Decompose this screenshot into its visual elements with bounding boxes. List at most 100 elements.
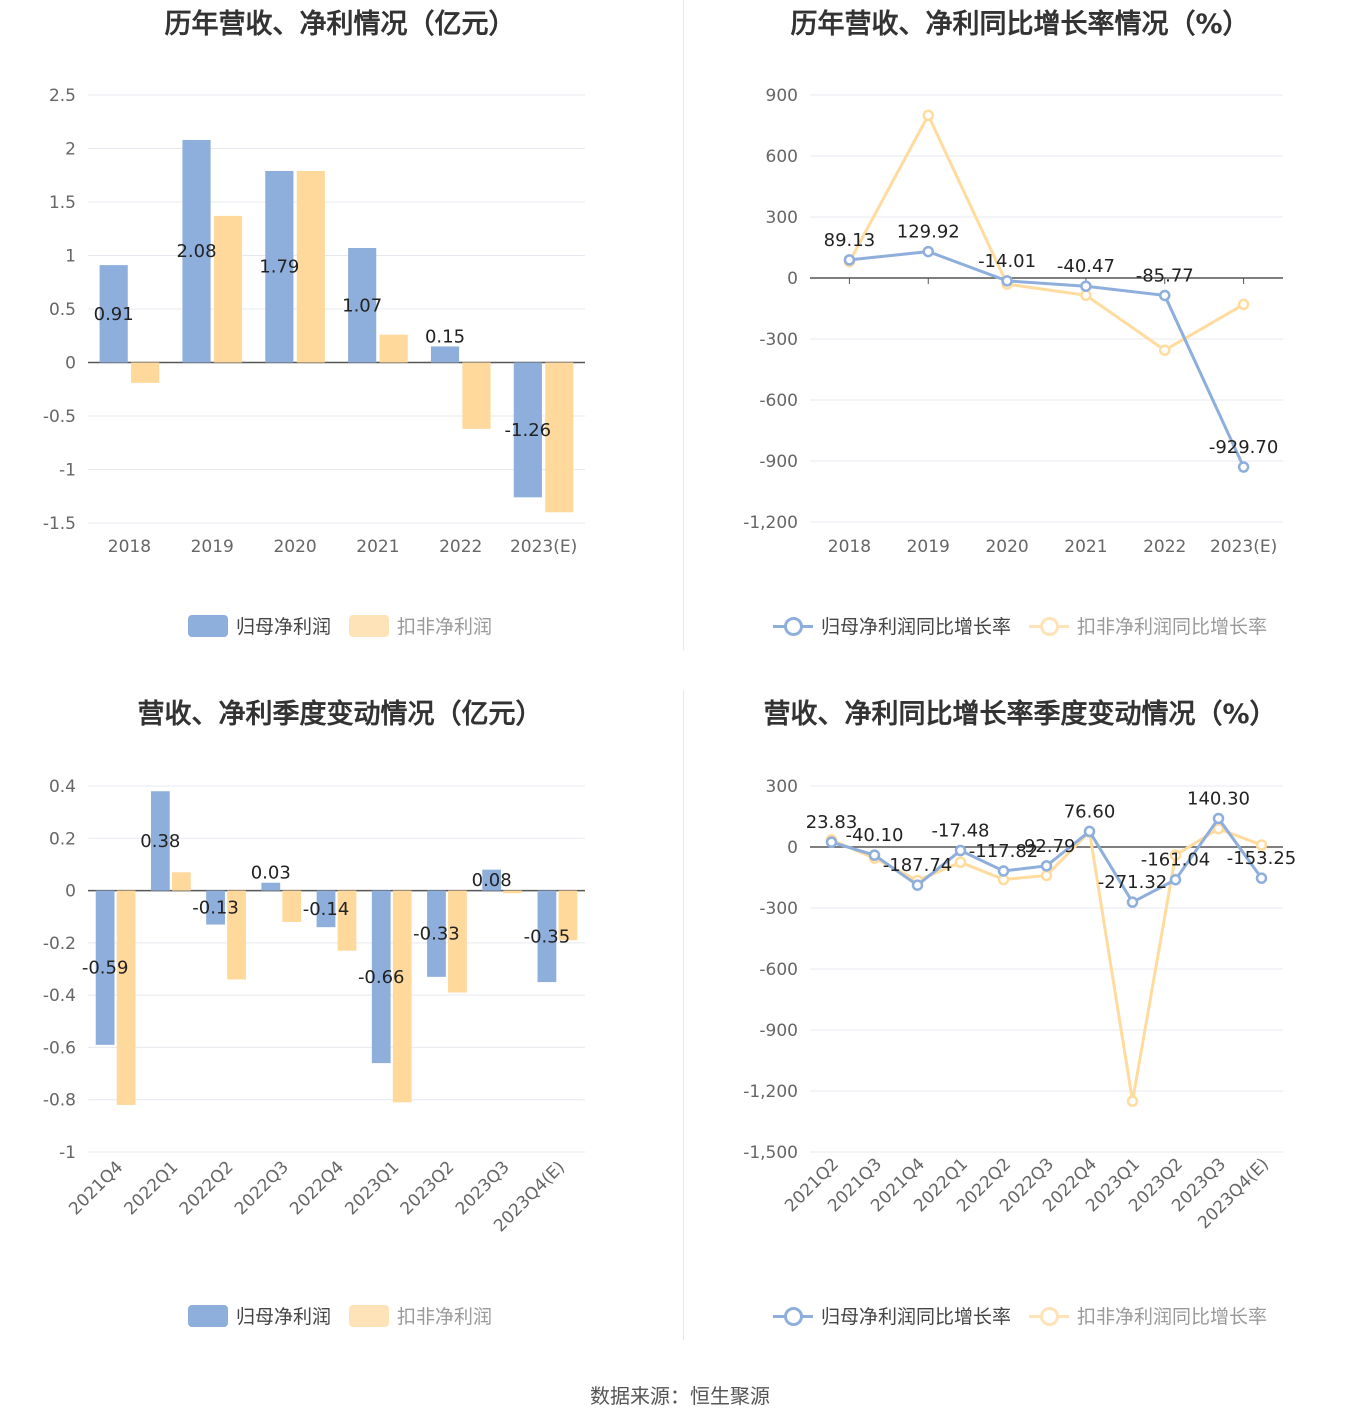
bar-deducted-net-profit (337, 890, 357, 951)
legend-item-parent-growth[interactable]: 归母净利润同比增长率 (772, 612, 1011, 639)
y-tick-label: 1 (65, 247, 76, 267)
bar-parent-net-profit (430, 346, 460, 363)
x-tick-label: 2022Q3 (231, 1157, 293, 1219)
data-label: 0.03 (251, 863, 291, 884)
point-deducted-growth (1169, 849, 1182, 861)
y-tick-label: -0.5 (43, 407, 76, 427)
legend-swatch-blue (187, 614, 228, 637)
point-parent-growth (1237, 461, 1250, 473)
bar-deducted-net-profit (131, 362, 160, 383)
data-label: -0.14 (303, 899, 350, 920)
point-parent-growth (1001, 275, 1013, 287)
data-label: -0.59 (82, 958, 129, 979)
y-tick-label: 1.5 (49, 193, 76, 213)
y-tick-label: 0 (65, 882, 76, 902)
bar-deducted-net-profit (545, 362, 574, 513)
legend-label: 扣非净利润 (397, 1306, 493, 1328)
bar-deducted-net-profit (379, 334, 408, 363)
legend-item-deducted-net-profit[interactable]: 扣非净利润 (349, 1302, 492, 1329)
legend-item-deducted-growth[interactable]: 扣非净利润同比增长率 (1029, 612, 1267, 639)
legend-line-blue (772, 615, 813, 637)
point-parent-growth (922, 245, 934, 258)
quarterly-growth-line-chart: 3000-300-600-900-1,200-1,5002021Q22021Q3… (743, 777, 1296, 1233)
data-source: 数据来源：恒生聚源 (590, 1384, 770, 1408)
point-parent-growth (954, 844, 967, 857)
bar-deducted-net-profit (282, 890, 302, 922)
bar-deducted-net-profit (448, 890, 467, 993)
bar-parent-net-profit (513, 362, 542, 498)
quarterly-profit-bar-chart: 0.40.20-0.2-0.4-0.6-0.8-12021Q42022Q1202… (43, 777, 585, 1236)
legend-label: 扣非净利润同比增长率 (1077, 616, 1268, 638)
y-tick-label: -300 (759, 899, 798, 919)
x-tick-label: 2023(E) (510, 537, 577, 557)
legend-item-parent-net-profit[interactable]: 归母净利润 (187, 612, 331, 639)
point-parent-growth (911, 879, 924, 891)
y-tick-label: 600 (766, 147, 798, 167)
data-label: -161.04 (1141, 850, 1210, 871)
data-label: -85.77 (1136, 265, 1194, 286)
x-tick-label: 2022 (439, 537, 482, 557)
bar-deducted-net-profit (503, 890, 523, 894)
bar-deducted-net-profit (213, 215, 243, 363)
line-parent-growth (849, 250, 1245, 468)
y-tick-label: -600 (759, 391, 798, 411)
x-tick-label: 2018 (108, 537, 151, 557)
point-parent-growth (1040, 860, 1053, 872)
data-label: -17.48 (931, 821, 989, 842)
bar-deducted-net-profit (116, 890, 136, 1105)
y-tick-label: 0.2 (49, 829, 76, 849)
y-tick-label: -1.5 (43, 514, 76, 534)
y-tick-label: 0 (787, 269, 798, 289)
y-tick-label: 900 (766, 86, 798, 106)
x-tick-label: 2020 (985, 537, 1028, 557)
point-parent-growth (1126, 896, 1139, 908)
bar-deducted-net-profit (296, 170, 325, 363)
chart-legend: 归母净利润同比增长率 扣非净利润同比增长率 (680, 1302, 1360, 1329)
legend-item-deducted-net-profit[interactable]: 扣非净利润 (349, 612, 492, 639)
bar-parent-net-profit (371, 890, 391, 1064)
bar-parent-net-profit (150, 791, 170, 891)
data-label: 0.38 (140, 831, 180, 852)
legend-item-deducted-growth[interactable]: 扣非净利润同比增长率 (1029, 1302, 1267, 1329)
bar-parent-net-profit (182, 139, 211, 363)
x-tick-label: 2021Q4 (65, 1157, 127, 1219)
legend-item-parent-net-profit[interactable]: 归母净利润 (187, 1302, 331, 1329)
x-tick-label: 2023Q2 (397, 1157, 459, 1219)
bar-parent-net-profit (261, 882, 281, 891)
y-tick-label: -0.4 (43, 986, 76, 1006)
data-label: -0.33 (413, 924, 460, 945)
point-parent-growth (1212, 812, 1225, 825)
x-tick-label: 2022Q1 (121, 1157, 183, 1219)
data-label: 0.91 (94, 304, 134, 325)
y-tick-label: 0.5 (49, 300, 76, 320)
data-label: 89.13 (824, 230, 876, 251)
legend-label: 扣非净利润 (397, 616, 493, 638)
data-label: -14.01 (978, 251, 1036, 272)
data-label: -271.32 (1098, 872, 1167, 893)
chart-title: 营收、净利同比增长率季度变动情况（%） (763, 699, 1277, 730)
x-tick-label: 2022Q4 (286, 1157, 348, 1219)
chart-title: 历年营收、净利同比增长率情况（%） (790, 9, 1250, 40)
y-tick-label: -1 (59, 461, 76, 481)
annual-growth-panel: 历年营收、净利同比增长率情况（%） 900 600 300 0 -300 -600 -900… (680, 0, 1360, 690)
point-deducted-growth (1159, 344, 1171, 356)
bar-parent-net-profit (348, 248, 377, 363)
data-label: 129.92 (897, 222, 960, 243)
bar-deducted-net-profit (227, 890, 246, 980)
bar-deducted-net-profit (392, 890, 412, 1103)
x-tick-label: 2019 (907, 537, 950, 557)
data-label: 140.30 (1187, 788, 1250, 809)
chart-title: 营收、净利季度变动情况（亿元） (137, 699, 543, 730)
point-parent-growth (1169, 873, 1182, 886)
legend-line-orange (1029, 1305, 1069, 1327)
y-tick-label: 0 (65, 354, 76, 374)
legend-label: 归母净利润 (235, 1306, 331, 1328)
point-parent-growth (997, 865, 1010, 877)
bar-parent-net-profit (482, 869, 502, 891)
data-label: -187.74 (883, 855, 952, 876)
chart-legend: 归母净利润 扣非净利润 (0, 612, 680, 639)
legend-item-parent-growth[interactable]: 归母净利润同比增长率 (772, 1302, 1011, 1329)
legend-swatch-orange (349, 1304, 389, 1327)
data-label: 76.60 (1064, 801, 1116, 822)
y-tick-label: -900 (759, 452, 798, 472)
